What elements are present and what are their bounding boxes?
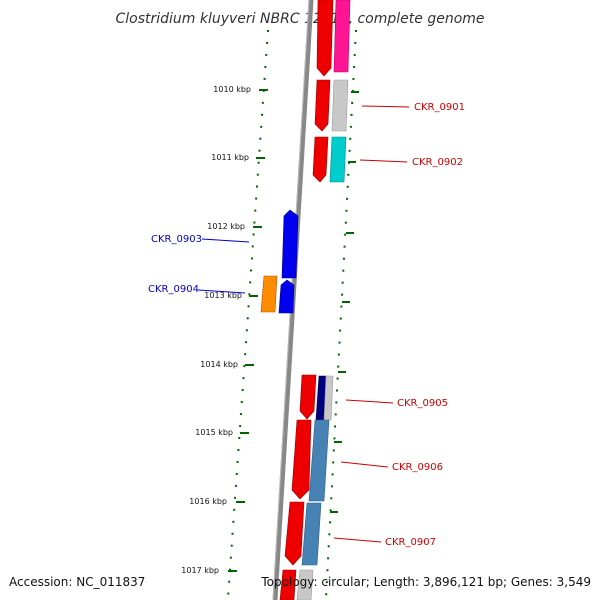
gene-arrow-red[interactable] (291, 419, 312, 500)
gene-box-steelblue[interactable] (308, 419, 330, 502)
gene-box-orange[interactable] (260, 275, 278, 313)
genome-summary-text: Topology: circular; Length: 3,896,121 bp… (260, 575, 591, 589)
gene-label-ckr-0901[interactable]: CKR_0901 (414, 102, 465, 113)
gene-arrow-red[interactable] (299, 374, 317, 420)
gene-label-ckr-0903[interactable]: CKR_0903 (151, 234, 202, 245)
right-gene-labels: CKR_0901 CKR_0902 CKR_0905 CKR_0906 CKR_… (333, 102, 465, 548)
label-leader-line (361, 105, 410, 108)
gene-label-ckr-0906[interactable]: CKR_0906 (392, 462, 443, 473)
label-leader-line (197, 289, 246, 294)
gene-label-ckr-0905[interactable]: CKR_0905 (397, 398, 448, 409)
scale-ticks: 1010 kbp 1011 kbp 1012 kbp 1013 kbp 1014… (181, 85, 268, 575)
gene-arrow-red[interactable] (314, 79, 331, 132)
gene-label-ckr-0907[interactable]: CKR_0907 (385, 537, 436, 548)
tick-label: 1011 kbp (211, 153, 249, 162)
gene-arrow-red[interactable] (284, 501, 305, 566)
gene-arrow-blue[interactable] (281, 209, 299, 279)
gene-cluster-left (260, 209, 299, 314)
tick-label: 1017 kbp (181, 566, 219, 575)
tick-label: 1016 kbp (189, 497, 227, 506)
gene-box-magenta[interactable] (333, 0, 351, 73)
gene-label-ckr-0902[interactable]: CKR_0902 (412, 157, 463, 168)
gene-box-gray[interactable] (296, 569, 314, 600)
outer-ticks (330, 91, 359, 513)
accession-text: Accession: NC_011837 (9, 575, 145, 589)
inner-dotted-track (227, 29, 269, 599)
gene-arrow-red[interactable] (316, 0, 334, 77)
left-gene-labels: CKR_0903 CKR_0904 (148, 234, 250, 295)
tick-label: 1014 kbp (200, 360, 238, 369)
gene-box-red[interactable] (279, 569, 297, 600)
gene-box-cyan[interactable] (329, 136, 347, 183)
label-leader-line (345, 399, 394, 404)
gene-box-gray[interactable] (323, 375, 334, 421)
gene-box-steelblue[interactable] (301, 502, 322, 566)
gene-arrow-red[interactable] (312, 136, 329, 183)
genome-title: Clostridium kluyveri NBRC 12016, complet… (115, 11, 484, 27)
tick-label: 1015 kbp (195, 428, 233, 437)
tick-label: 1012 kbp (207, 222, 245, 231)
label-leader-line (340, 461, 389, 468)
label-leader-line (333, 537, 382, 543)
gene-box-gray[interactable] (331, 79, 349, 132)
gene-cluster-bottom (279, 374, 334, 600)
tick-label: 1013 kbp (204, 291, 242, 300)
tick-label: 1010 kbp (213, 85, 251, 94)
gene-arrow-blue[interactable] (278, 279, 295, 314)
label-leader-line (201, 238, 250, 243)
gene-label-ckr-0904[interactable]: CKR_0904 (148, 284, 199, 295)
label-leader-line (359, 159, 408, 163)
gene-cluster-top (312, 0, 351, 183)
